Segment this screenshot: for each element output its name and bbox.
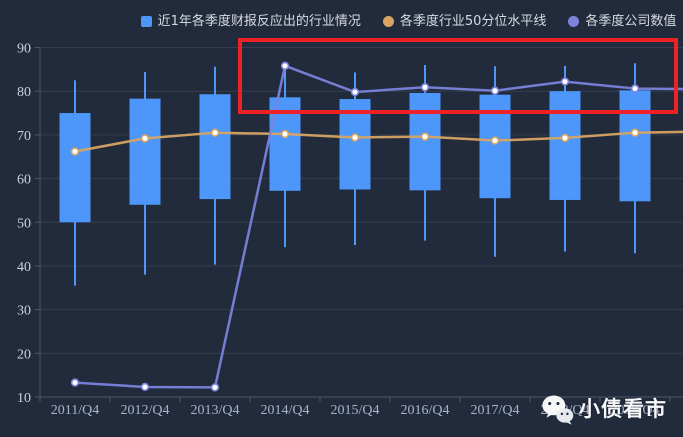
legend-label-company-value: 各季度公司数值: [585, 14, 677, 29]
company-line-series[interactable]: [70, 61, 683, 392]
candlestick-series[interactable]: [59, 63, 651, 286]
legend-item-industry-range[interactable]: 近1年各季度财报反应出的行业情况: [140, 14, 361, 29]
legend-item-company-value[interactable]: 各季度公司数值: [568, 15, 676, 28]
legend-label-median-line: 各季度行业50分位水平线: [399, 14, 547, 29]
axis-lines: [35, 47, 683, 402]
svg-text:2012/Q4: 2012/Q4: [121, 403, 170, 418]
svg-text:2014/Q4: 2014/Q4: [261, 403, 310, 418]
wechat-icon: [542, 395, 574, 425]
watermark-text: 小债看市: [579, 397, 667, 421]
legend-swatch-orange-circle-icon: [382, 16, 394, 27]
legend-swatch-purple-circle-icon: [568, 16, 580, 27]
svg-text:2015/Q4: 2015/Q4: [331, 403, 380, 418]
svg-text:2016/Q4: 2016/Q4: [401, 403, 450, 418]
svg-text:40: 40: [17, 260, 31, 275]
svg-text:70: 70: [17, 129, 31, 144]
svg-text:50: 50: [17, 216, 31, 231]
svg-text:2013/Q4: 2013/Q4: [191, 403, 240, 418]
svg-text:2019/Q4: 2019/Q4: [611, 403, 660, 418]
svg-text:60: 60: [17, 173, 31, 188]
red-highlight-annotation: [238, 38, 678, 114]
y-tick-labels: 10 20 30 40 50 60 70 80 90: [17, 42, 31, 407]
x-tick-labels: 2011/Q4 2012/Q4 2013/Q4 2014/Q4 2015/Q4 2016/…: [51, 403, 660, 418]
svg-text:90: 90: [17, 42, 31, 57]
chart-legend: 近1年各季度财报反应出的行业情况 各季度行业50分位水平线 各季度公司数值: [67, 15, 683, 28]
svg-text:2011/Q4: 2011/Q4: [51, 403, 99, 418]
legend-swatch-blue-square-icon: [140, 16, 152, 27]
median-line-series[interactable]: [70, 128, 683, 156]
legend-label-industry-range: 近1年各季度财报反应出的行业情况: [157, 14, 361, 29]
svg-text:10: 10: [17, 391, 31, 406]
watermark: 小债看市: [541, 393, 667, 426]
svg-text:20: 20: [17, 347, 31, 362]
svg-text:80: 80: [17, 85, 31, 100]
legend-item-median-line[interactable]: 各季度行业50分位水平线: [382, 14, 547, 29]
svg-text:30: 30: [17, 304, 31, 319]
svg-text:2017/Q4: 2017/Q4: [471, 403, 520, 418]
